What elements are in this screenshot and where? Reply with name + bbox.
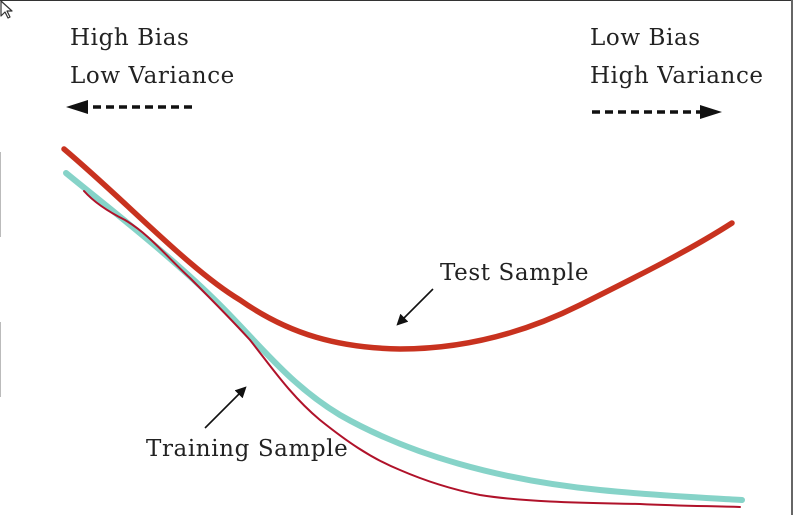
window-top-border [0, 0, 793, 1]
annotation-training-sample-arrow [204, 386, 247, 429]
annotation-test-sample-arrow [396, 288, 434, 326]
left-direction-arrow [66, 100, 192, 114]
right-direction-arrow [592, 105, 722, 119]
label-low-bias: Low Bias [590, 25, 701, 51]
label-low-variance: Low Variance [70, 63, 235, 89]
annotation-test-sample: Test Sample [440, 260, 589, 286]
annotation-training-sample: Training Sample [146, 436, 348, 462]
series-test-sample-line [61, 146, 735, 352]
label-high-variance: High Variance [590, 63, 764, 89]
label-high-bias: High Bias [70, 25, 189, 51]
series-training-sample-overlay-line [83, 190, 741, 508]
window-left-border-segment [0, 152, 1, 237]
window-right-border [791, 0, 793, 515]
mouse-cursor-icon [0, 0, 13, 19]
window-left-border-segment [0, 322, 1, 397]
